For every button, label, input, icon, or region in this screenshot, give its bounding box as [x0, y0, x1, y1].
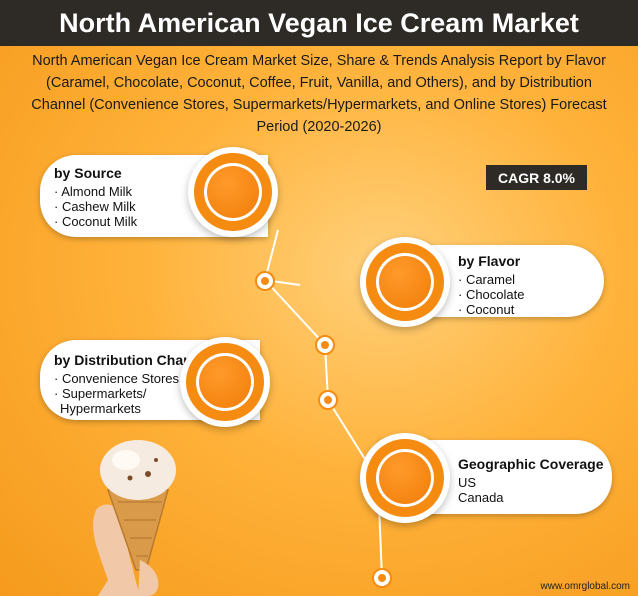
ice-cream-cone-icon — [78, 430, 198, 596]
flavor-title: by Flavor — [458, 253, 524, 269]
geography-item: Canada — [458, 490, 604, 505]
footer-url: www.omrglobal.com — [541, 581, 630, 592]
source-item: · Almond Milk — [54, 184, 137, 199]
source-title: by Source — [54, 165, 137, 181]
geography-item: US — [458, 475, 604, 490]
source-item: · Cashew Milk — [54, 199, 137, 214]
flavor-item: · Caramel — [458, 272, 524, 287]
flavor-ring-icon — [360, 237, 450, 327]
distribution-ring-icon — [180, 337, 270, 427]
geography-title: Geographic Coverage — [458, 456, 604, 472]
source-ring-icon — [188, 147, 278, 237]
geography-ring-icon — [360, 433, 450, 523]
flavor-item: · Chocolate — [458, 287, 524, 302]
connector-line — [265, 280, 325, 345]
source-item: · Coconut Milk — [54, 214, 137, 229]
flavor-item: · Coconut — [458, 302, 524, 317]
